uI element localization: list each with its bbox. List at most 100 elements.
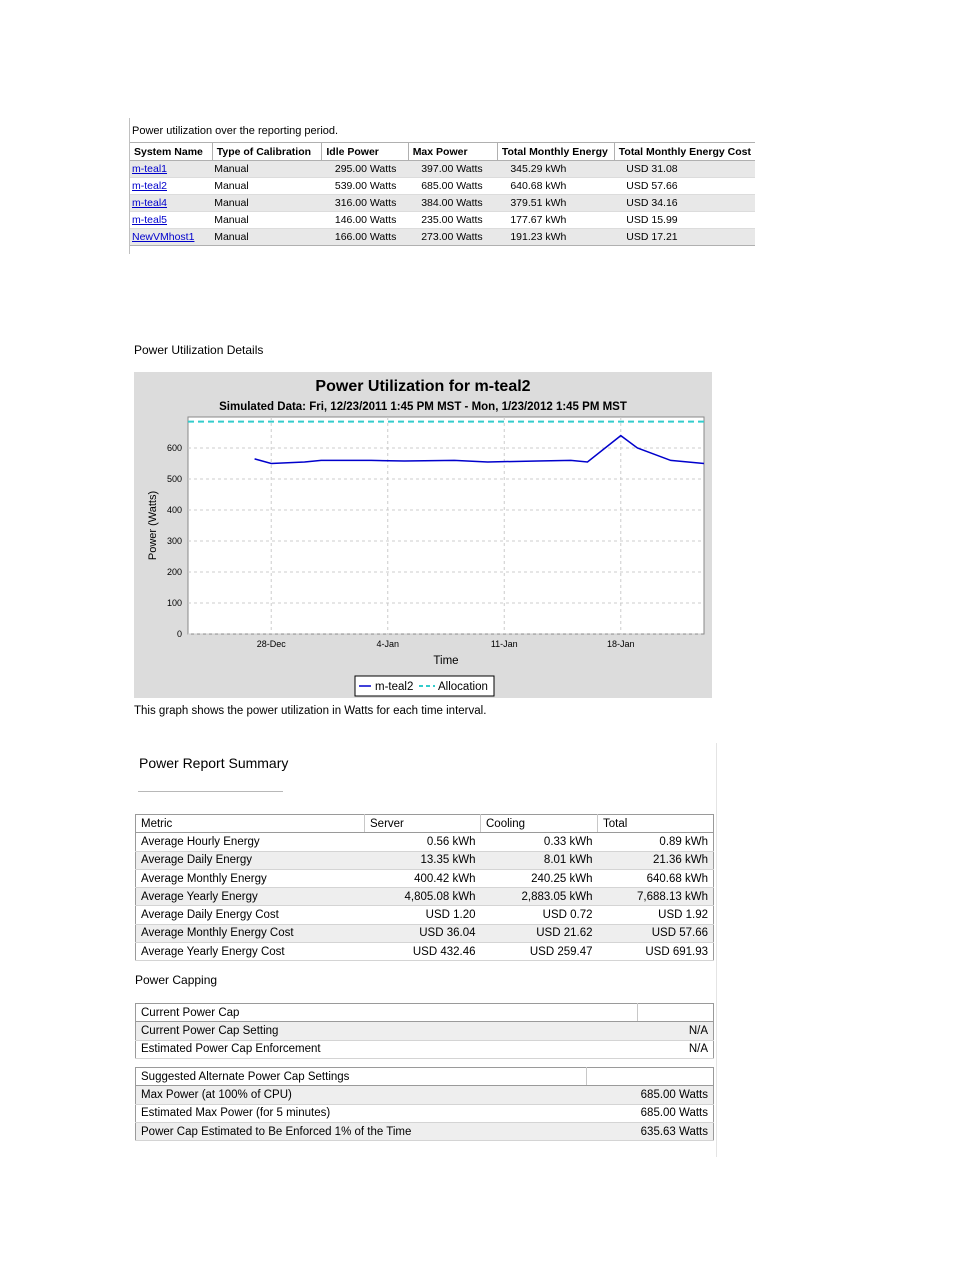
utilization-cell: Manual — [212, 177, 322, 195]
metric-value: USD 691.93 — [597, 942, 714, 962]
x-tick-label: 18-Jan — [607, 639, 635, 649]
metric-value: 240.25 kWh — [480, 869, 598, 889]
y-tick-label: 100 — [167, 598, 182, 608]
utilization-cell: Manual — [212, 228, 322, 246]
current-cap-row: Estimated Power Cap Enforcement N/A — [135, 1040, 714, 1059]
system-link[interactable]: m-teal5 — [132, 214, 168, 226]
y-axis-label: Power (Watts) — [147, 491, 159, 560]
metric-value: USD 259.47 — [480, 942, 598, 962]
metric-value: 400.42 kWh — [364, 869, 481, 889]
utilization-cell: Manual — [212, 194, 322, 212]
cap-value: N/A — [637, 1040, 714, 1059]
cap-label: Current Power Cap Setting — [135, 1021, 638, 1041]
chart-title: Power Utilization for m-teal2 — [315, 378, 530, 395]
utilization-cell: m-teal2 — [130, 177, 213, 195]
capping-title: Power Capping — [135, 973, 218, 987]
utilization-cell: 345.29 kWh — [497, 160, 615, 178]
utilization-cell: 146.00 Watts — [321, 211, 409, 229]
utilization-cell: m-teal4 — [130, 194, 213, 212]
summary-table: Metric Server Cooling Total Average Hour… — [135, 814, 714, 962]
col-idle-power: Idle Power — [321, 142, 409, 161]
utilization-row: NewVMhost1 Manual 166.00 Watts 273.00 Watts… — [130, 228, 755, 246]
summary-row: Average Daily Energy Cost USD 1.20 USD 0.7… — [135, 905, 714, 925]
x-axis-label: Time — [433, 655, 458, 667]
chart-description: This graph shows the power utilization i… — [134, 705, 487, 717]
utilization-cell: USD 34.16 — [614, 194, 755, 212]
metric-value: 4,805.08 kWh — [364, 887, 481, 907]
suggested-cap-header: Suggested Alternate Power Cap Settings — [135, 1067, 587, 1087]
utilization-cell: USD 57.66 — [614, 177, 755, 195]
utilization-cell: 384.00 Watts — [408, 194, 498, 212]
system-link[interactable]: m-teal2 — [132, 180, 168, 192]
summary-title: Power Report Summary — [139, 755, 289, 771]
utilization-cell: 166.00 Watts — [321, 228, 409, 246]
metric-value: 0.56 kWh — [364, 832, 481, 852]
y-tick-label: 500 — [167, 474, 182, 484]
suggested-cap-header-row: Suggested Alternate Power Cap Settings — [135, 1067, 714, 1087]
col-total: Total — [597, 814, 714, 834]
metric-value: 8.01 kWh — [480, 851, 598, 870]
utilization-table: System Name Type of Calibration Idle Pow… — [130, 142, 755, 246]
utilization-cell: 640.68 kWh — [497, 177, 615, 195]
utilization-row: m-teal1 Manual 295.00 Watts 397.00 Watts 345… — [130, 160, 755, 178]
summary-frame — [134, 743, 717, 1157]
cap-label: Estimated Max Power (for 5 minutes) — [135, 1104, 587, 1123]
cap-value: 635.63 Watts — [586, 1122, 714, 1142]
summary-row: Average Yearly Energy 4,805.08 kWh 2,883.0… — [135, 887, 714, 907]
utilization-cell: Manual — [212, 211, 322, 229]
system-link[interactable]: NewVMhost1 — [132, 231, 195, 243]
cap-value: 685.00 Watts — [586, 1085, 714, 1105]
utilization-row: m-teal4 Manual 316.00 Watts 384.00 Watts 379… — [130, 194, 755, 212]
y-tick-label: 300 — [167, 536, 182, 546]
legend-label-allocation: Allocation — [438, 681, 488, 693]
suggested-cap-row: Estimated Max Power (for 5 minutes) 685.0… — [135, 1104, 714, 1123]
col-monthly-energy: Total Monthly Energy — [497, 142, 615, 161]
metric-value: 13.35 kWh — [364, 851, 481, 870]
system-link[interactable]: m-teal4 — [132, 197, 168, 209]
y-tick-label: 0 — [177, 629, 182, 639]
utilization-cell: USD 15.99 — [614, 211, 755, 229]
utilization-cell: m-teal1 — [130, 160, 213, 178]
metric-value: 640.68 kWh — [597, 869, 714, 889]
x-tick-label: 28-Dec — [257, 639, 287, 649]
y-tick-label: 600 — [167, 443, 182, 453]
utilization-cell: 235.00 Watts — [408, 211, 498, 229]
x-tick-label: 11-Jan — [491, 639, 518, 649]
metric-value: 0.89 kWh — [597, 832, 714, 852]
metric-value: USD 57.66 — [597, 924, 714, 944]
summary-row: Average Monthly Energy 400.42 kWh 240.25 k… — [135, 869, 714, 889]
utilization-row: m-teal2 Manual 539.00 Watts 685.00 Watts 640… — [130, 177, 755, 195]
summary-row: Average Yearly Energy Cost USD 432.46 USD … — [135, 942, 714, 962]
utilization-cell: 177.67 kWh — [497, 211, 615, 229]
utilization-cell: USD 17.21 — [614, 228, 755, 246]
utilization-cell: NewVMhost1 — [130, 228, 213, 246]
col-metric: Metric — [135, 814, 365, 834]
col-cooling: Cooling — [480, 814, 598, 834]
utilization-section: Power utilization over the reporting per… — [129, 118, 756, 254]
metric-value: USD 0.72 — [480, 905, 598, 925]
utilization-cell: 539.00 Watts — [321, 177, 409, 195]
suggested-cap-table: Suggested Alternate Power Cap Settings M… — [135, 1067, 714, 1142]
metric-name: Average Yearly Energy Cost — [135, 942, 365, 962]
summary-row: Average Hourly Energy 0.56 kWh 0.33 kWh 0.8… — [135, 832, 714, 852]
utilization-row: m-teal5 Manual 146.00 Watts 235.00 Watts 177… — [130, 211, 755, 229]
metric-value: USD 1.20 — [364, 905, 481, 925]
metric-value: 2,883.05 kWh — [480, 887, 598, 907]
chart-subtitle: Simulated Data: Fri, 12/23/2011 1:45 PM … — [219, 401, 627, 413]
summary-header-row: Metric Server Cooling Total — [135, 814, 714, 834]
suggested-cap-row: Power Cap Estimated to Be Enforced 1% of… — [135, 1122, 714, 1142]
metric-value: 7,688.13 kWh — [597, 887, 714, 907]
series-m-teal2-line — [254, 434, 705, 465]
system-link[interactable]: m-teal1 — [132, 163, 168, 175]
suggested-cap-row: Max Power (at 100% of CPU) 685.00 Watts — [135, 1085, 714, 1105]
current-cap-header-blank — [637, 1003, 714, 1023]
metric-value: 0.33 kWh — [480, 832, 598, 852]
metric-name: Average Monthly Energy — [135, 869, 365, 889]
metric-value: USD 36.04 — [364, 924, 481, 944]
x-tick-label: 4-Jan — [376, 639, 399, 649]
utilization-cell: 397.00 Watts — [408, 160, 498, 178]
utilization-cell: 191.23 kWh — [497, 228, 615, 246]
col-server: Server — [364, 814, 481, 834]
col-calibration: Type of Calibration — [212, 142, 323, 161]
utilization-cell: 685.00 Watts — [408, 177, 498, 195]
